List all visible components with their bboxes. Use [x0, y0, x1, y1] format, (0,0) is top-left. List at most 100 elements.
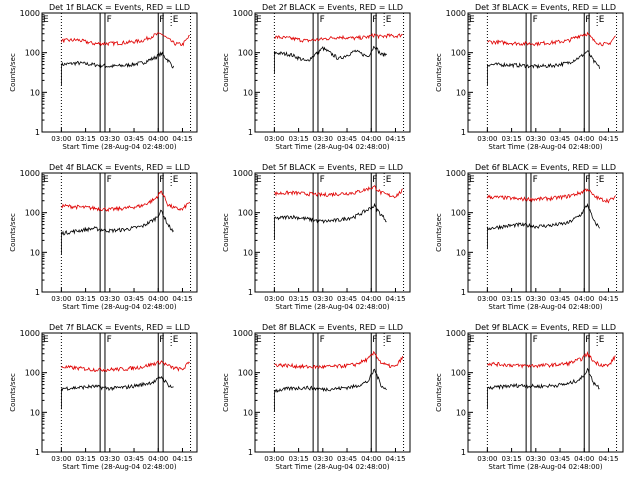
interval-label: F	[533, 335, 538, 345]
x-tick-label: 04:00	[148, 455, 168, 463]
series-line-events	[486, 202, 600, 250]
x-tick-label: 04:00	[574, 135, 594, 143]
x-tick-label: 03:30	[100, 455, 120, 463]
interval-label: E	[469, 15, 475, 25]
x-tick-label: 03:00	[51, 295, 71, 303]
interval-f-box	[370, 332, 377, 453]
x-tick-label: 04:15	[598, 455, 618, 463]
panel-title: Det 5f BLACK = Events, RED = LLD	[262, 163, 403, 172]
y-axis-label: Counts/sec	[222, 373, 230, 412]
interval-label: F	[372, 15, 377, 25]
panel-title: Det 3f BLACK = Events, RED = LLD	[475, 3, 616, 12]
plot-frame	[467, 12, 624, 133]
x-tick-label: 03:00	[477, 135, 497, 143]
series-line-lld	[61, 360, 190, 373]
x-tick-label: 03:30	[100, 295, 120, 303]
interval-label: E	[599, 15, 605, 25]
x-tick-label: 03:45	[337, 295, 357, 303]
y-tick-label: 100	[238, 49, 253, 58]
x-axis-label: Start Time (28-Aug-04 02:48:00)	[62, 143, 176, 151]
x-tick-label: 03:00	[477, 455, 497, 463]
y-tick-label: 1	[35, 288, 40, 297]
interval-label: F	[159, 15, 164, 25]
interval-f-box	[525, 172, 532, 293]
series-line-lld	[487, 350, 616, 369]
x-tick-label: 03:45	[550, 135, 570, 143]
panel-title: Det 6f BLACK = Events, RED = LLD	[475, 163, 616, 172]
x-tick-label: 03:15	[76, 135, 96, 143]
y-axis-label: Counts/sec	[222, 213, 230, 252]
series-line-lld	[61, 32, 190, 47]
x-axis-label: Start Time (28-Aug-04 02:48:00)	[62, 303, 176, 311]
plot-frame	[254, 12, 411, 133]
x-tick-label: 03:45	[550, 455, 570, 463]
y-tick-label: 1000	[20, 329, 40, 338]
y-tick-label: 1000	[446, 329, 466, 338]
y-tick-label: 1	[248, 288, 253, 297]
x-tick-label: 03:15	[289, 135, 309, 143]
y-axis-label: Counts/sec	[435, 373, 443, 412]
x-tick-label: 04:15	[172, 295, 192, 303]
x-tick-label: 03:15	[76, 455, 96, 463]
detector-panel-3: Det 3f BLACK = Events, RED = LLD 1 10 100 10…	[435, 3, 624, 151]
x-tick-label: 03:30	[313, 135, 333, 143]
y-tick-label: 10	[30, 88, 40, 97]
series-line-lld	[487, 188, 616, 204]
interval-label: F	[533, 15, 538, 25]
series-line-events	[486, 50, 600, 86]
detector-panel-2: Det 2f BLACK = Events, RED = LLD 1 10 100 10…	[222, 3, 411, 151]
panel-title: Det 9f BLACK = Events, RED = LLD	[475, 323, 616, 332]
x-tick-label: 04:15	[172, 135, 192, 143]
series-line-events	[273, 45, 387, 74]
x-axis-label: Start Time (28-Aug-04 02:48:00)	[275, 143, 389, 151]
y-tick-label: 1000	[446, 169, 466, 178]
x-tick-label: 03:30	[526, 295, 546, 303]
interval-label: F	[372, 175, 377, 185]
x-tick-label: 03:00	[264, 455, 284, 463]
plot-frame	[41, 172, 198, 293]
interval-label: E	[43, 335, 49, 345]
interval-label: E	[173, 335, 179, 345]
series-line-lld	[61, 190, 191, 213]
interval-f-box	[370, 12, 377, 133]
y-axis-label: Counts/sec	[435, 213, 443, 252]
x-tick-label: 04:00	[361, 455, 381, 463]
interval-f-box	[312, 172, 319, 293]
interval-label: F	[585, 335, 590, 345]
interval-label: F	[320, 175, 325, 185]
y-tick-label: 1	[461, 288, 466, 297]
x-tick-label: 03:30	[526, 135, 546, 143]
x-tick-label: 04:15	[598, 135, 618, 143]
interval-label: E	[386, 335, 392, 345]
interval-f-box	[157, 172, 164, 293]
y-tick-label: 10	[456, 408, 466, 417]
detector-panel-9: Det 9f BLACK = Events, RED = LLD 1 10 100 10…	[435, 323, 624, 471]
x-axis-label: Start Time (28-Aug-04 02:48:00)	[275, 303, 389, 311]
y-tick-label: 1	[248, 448, 253, 457]
y-axis-label: Counts/sec	[9, 213, 17, 252]
x-tick-label: 04:00	[361, 295, 381, 303]
series-line-lld	[274, 185, 403, 199]
y-tick-label: 1	[461, 128, 466, 137]
detector-panel-8: Det 8f BLACK = Events, RED = LLD 1 10 100 10…	[222, 323, 411, 471]
x-tick-label: 03:45	[124, 455, 144, 463]
plot-frame	[467, 172, 624, 293]
x-axis-label: Start Time (28-Aug-04 02:48:00)	[488, 303, 602, 311]
y-tick-label: 1000	[233, 329, 253, 338]
interval-label: F	[107, 15, 112, 25]
y-tick-label: 100	[25, 209, 40, 218]
plot-frame	[254, 332, 411, 453]
y-tick-label: 10	[243, 248, 253, 257]
x-tick-label: 04:15	[385, 135, 405, 143]
interval-label: E	[43, 175, 49, 185]
y-tick-label: 1000	[446, 9, 466, 18]
y-tick-label: 1000	[233, 9, 253, 18]
y-tick-label: 1000	[20, 169, 40, 178]
interval-label: F	[372, 335, 377, 345]
interval-f-box	[525, 332, 532, 453]
interval-label: F	[585, 15, 590, 25]
detector-panel-1: Det 1f BLACK = Events, RED = LLD 1 10 100 10…	[9, 3, 198, 151]
x-tick-label: 03:00	[51, 455, 71, 463]
x-tick-label: 04:00	[574, 455, 594, 463]
interval-f-box	[583, 12, 590, 133]
